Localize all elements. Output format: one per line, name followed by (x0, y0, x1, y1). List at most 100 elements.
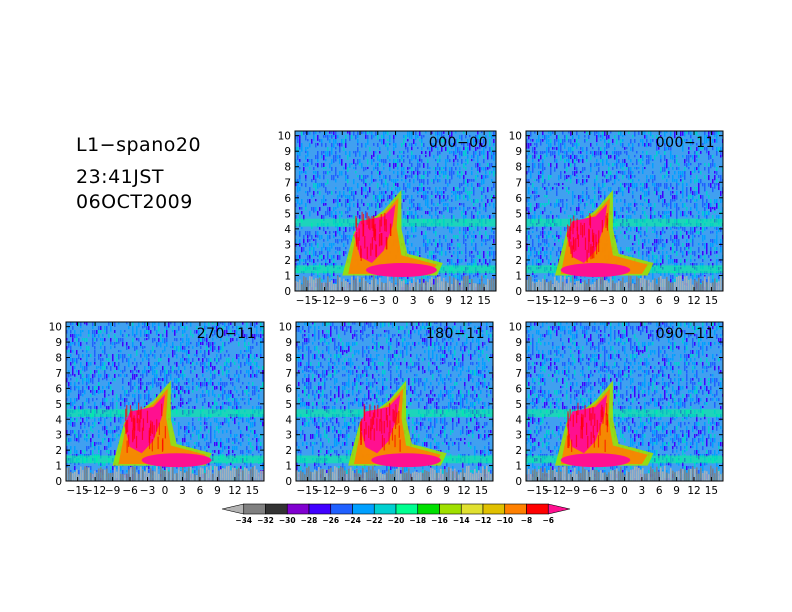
noise-cell (295, 239, 297, 244)
noise-cell (451, 143, 453, 149)
noise-cell (714, 139, 716, 143)
noise-cell (78, 394, 80, 400)
noise-cell (74, 382, 76, 388)
ground-clutter (431, 277, 433, 291)
noise-cell (560, 199, 562, 203)
noise-cell (94, 418, 96, 422)
noise-cell (455, 207, 457, 210)
noise-cell (473, 139, 475, 145)
noise-cell (682, 227, 684, 231)
noise-cell (648, 191, 650, 196)
noise-cell (138, 338, 140, 342)
noise-cell (483, 159, 485, 164)
noise-cell (694, 199, 696, 202)
noise-cell (154, 354, 156, 359)
noise-cell (449, 259, 451, 265)
noise-cell (415, 143, 417, 146)
noise-cell (634, 227, 636, 231)
ground-clutter (564, 275, 566, 291)
noise-cell (445, 167, 447, 173)
noise-cell (698, 231, 700, 235)
noise-cell (363, 195, 365, 198)
noise-cell (678, 183, 680, 186)
ground-clutter (628, 275, 630, 291)
noise-cell (648, 251, 650, 254)
noise-cell (132, 322, 134, 328)
noise-cell (598, 131, 600, 136)
noise-cell (415, 247, 417, 253)
noise-cell (363, 179, 365, 184)
ground-clutter (429, 279, 431, 291)
noise-cell (427, 159, 429, 165)
noise-cell (616, 171, 618, 175)
noise-cell (475, 163, 477, 168)
ground-clutter (345, 280, 347, 291)
noise-cell (146, 374, 148, 377)
noise-cell (297, 163, 299, 168)
noise-cell (481, 191, 483, 196)
noise-cell (301, 207, 303, 210)
noise-cell (325, 187, 327, 193)
noise-cell (108, 462, 110, 465)
noise-cell (620, 231, 622, 234)
noise-cell (568, 139, 570, 143)
ground-clutter (323, 282, 325, 291)
noise-cell (152, 382, 154, 388)
noise-cell (704, 167, 706, 171)
noise-cell (646, 235, 648, 238)
noise-cell (684, 227, 686, 233)
noise-cell (146, 354, 148, 360)
noise-cell (72, 338, 74, 344)
noise-cell (716, 139, 718, 143)
noise-cell (76, 350, 78, 355)
noise-cell (642, 183, 644, 187)
noise-cell (682, 275, 684, 281)
ground-clutter (347, 281, 349, 291)
echo-streak (370, 243, 372, 256)
noise-cell (556, 199, 558, 204)
noise-cell (576, 279, 578, 282)
noise-cell (654, 187, 656, 192)
noise-cell (457, 187, 459, 193)
noise-cell (676, 143, 678, 146)
ground-clutter (620, 280, 622, 291)
noise-cell (445, 159, 447, 164)
noise-cell (696, 191, 698, 195)
noise-cell (548, 147, 550, 153)
noise-cell (435, 131, 437, 136)
noise-cell (351, 187, 353, 190)
noise-cell (371, 155, 373, 160)
ground-clutter (538, 279, 540, 291)
noise-cell (317, 191, 319, 194)
noise-cell (670, 255, 672, 261)
noise-cell (646, 159, 648, 165)
noise-cell (307, 159, 309, 162)
noise-cell (574, 167, 576, 171)
ground-clutter (437, 276, 439, 291)
noise-cell (628, 247, 630, 253)
noise-cell (542, 239, 544, 243)
x-tick-label: 15 (477, 295, 490, 307)
noise-cell (674, 159, 676, 164)
noise-cell (335, 263, 337, 266)
noise-cell (427, 191, 429, 194)
noise-cell (333, 215, 335, 219)
noise-cell (696, 175, 698, 181)
noise-cell (582, 191, 584, 195)
noise-cell (459, 151, 461, 157)
ground-clutter (393, 275, 395, 291)
noise-cell (327, 211, 329, 216)
noise-cell (646, 183, 648, 189)
noise-cell (658, 183, 660, 188)
noise-cell (471, 239, 473, 243)
noise-cell (481, 195, 483, 199)
noise-cell (385, 143, 387, 147)
noise-cell (680, 131, 682, 137)
noise-cell (102, 462, 104, 467)
noise-cell (419, 247, 421, 253)
echo-streak (385, 219, 387, 232)
noise-cell (674, 203, 676, 208)
noise-cell (473, 207, 475, 210)
noise-cell (562, 275, 564, 278)
noise-cell (66, 374, 68, 378)
